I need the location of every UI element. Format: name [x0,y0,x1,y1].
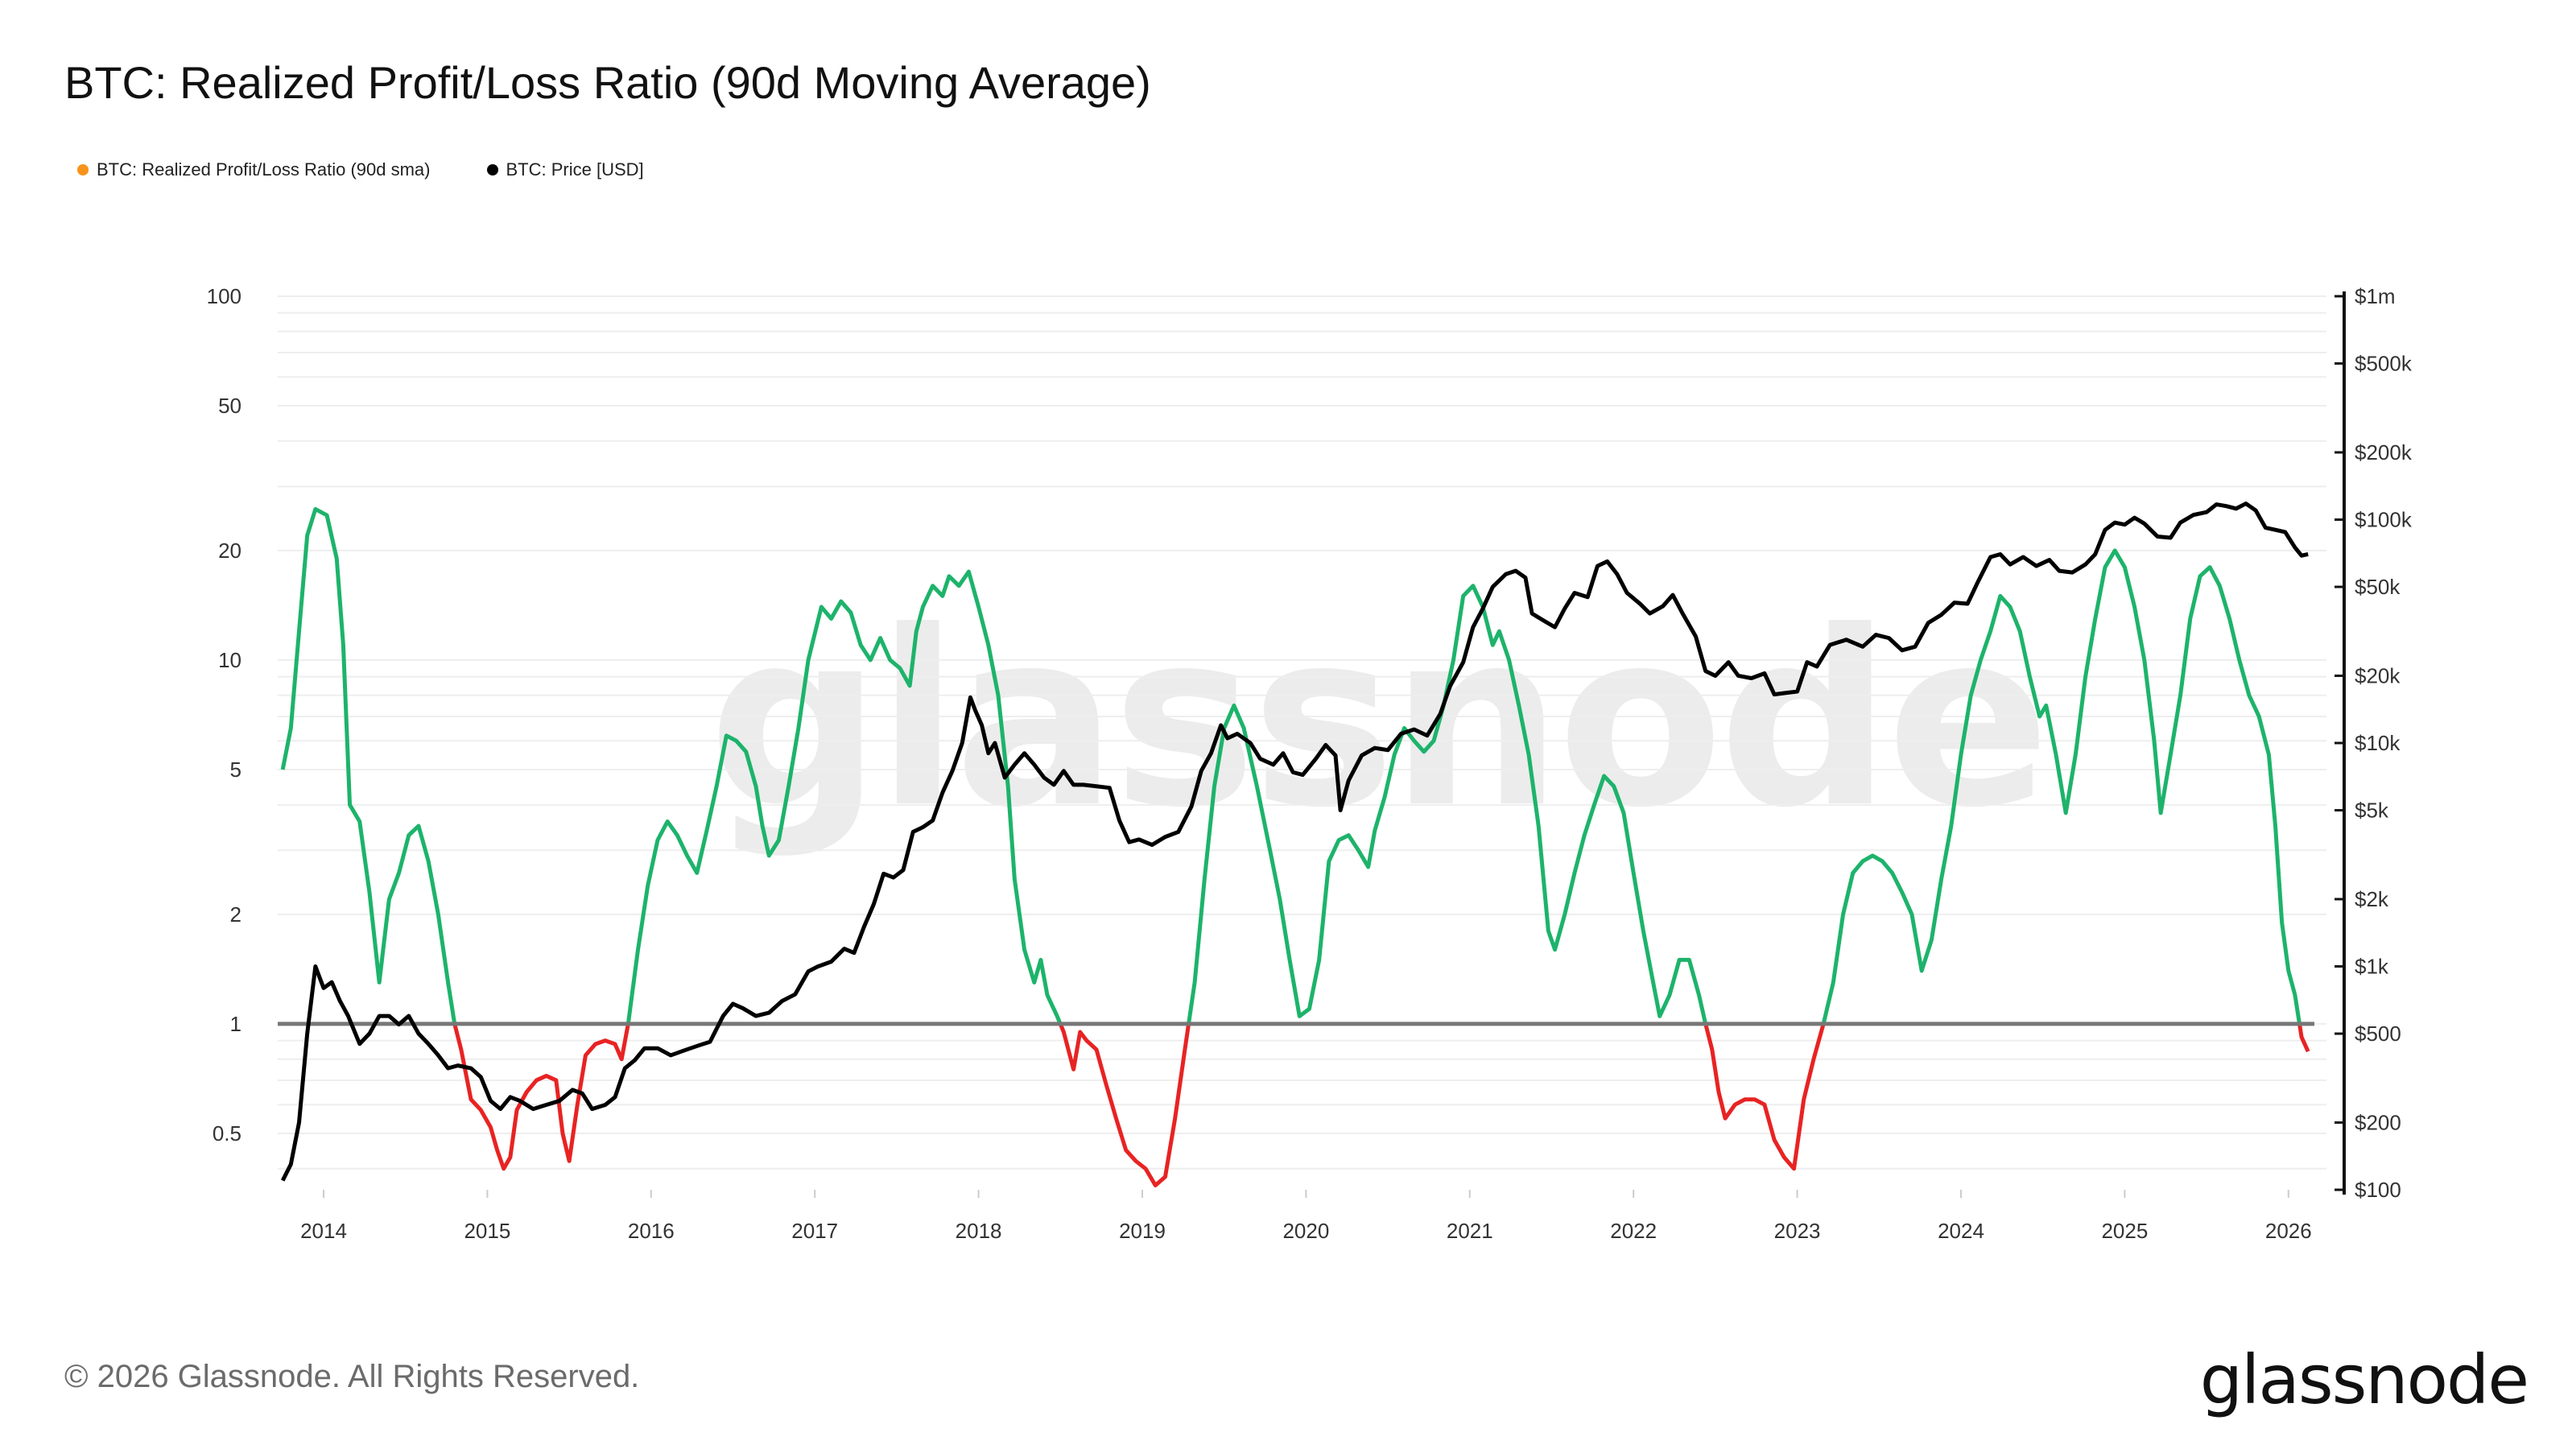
right-tick-label: $500k [2355,352,2413,376]
left-tick-label: 20 [218,539,242,563]
legend-label-price: BTC: Price [USD] [506,159,644,180]
x-tick-label: 2016 [628,1219,675,1243]
x-tick-label: 2025 [2101,1219,2148,1243]
ratio-segment-profit [1821,548,2301,1025]
left-tick-label: 10 [218,648,242,672]
right-tick-label: $200k [2355,440,2413,464]
glassnode-logo[interactable]: glassnode [2199,1340,2529,1419]
right-tick-label: $500 [2355,1022,2401,1046]
price-line-path [280,502,2309,1182]
right-tick-label: $20k [2355,663,2401,687]
left-tick-label: 100 [207,284,242,308]
price-series [280,502,2309,1182]
legend-dot-price [486,164,498,175]
left-axis: 100 50 20 10 5 2 1 0.5 [207,284,242,1146]
right-tick-label: $100k [2355,508,2413,532]
ratio-segment-profit [280,506,457,1025]
x-tick-label: 2023 [1774,1219,1821,1243]
legend: BTC: Realized Profit/Loss Ratio (90d sma… [77,159,644,180]
grid-lines [278,295,2326,1170]
x-axis: 2014 2015 2016 2017 2018 2019 2020 2021 2022 2023… [300,1190,2312,1243]
left-tick-label: 5 [230,758,242,782]
chart-title: BTC: Realized Profit/Loss Ratio (90d Mov… [64,57,1151,108]
legend-dot-ratio [77,164,89,175]
right-tick-label: $1m [2355,284,2396,308]
right-tick-label: $10k [2355,731,2401,755]
ratio-segment-loss [2297,1023,2310,1053]
x-tick-label: 2024 [1938,1219,1984,1243]
x-tick-label: 2026 [2265,1219,2312,1243]
x-tick-label: 2020 [1282,1219,1329,1243]
ratio-segment-loss [1703,1023,1826,1171]
ratio-segment-profit [1187,584,1708,1025]
right-tick-label: $100 [2355,1178,2401,1202]
ratio-segment-profit [625,569,1063,1025]
legend-label-ratio: BTC: Realized Profit/Loss Ratio (90d sma… [97,159,431,180]
right-tick-label: $200 [2355,1110,2401,1134]
legend-item-ratio[interactable]: BTC: Realized Profit/Loss Ratio (90d sma… [77,159,431,180]
right-axis: $1m $500k $200k $100k $50k $20k $10k $5k $2k $1k $… [2334,284,2413,1202]
x-tick-label: 2014 [300,1219,347,1243]
x-tick-label: 2021 [1447,1219,1493,1243]
ratio-series [280,506,2310,1187]
right-tick-label: $5k [2355,799,2389,823]
left-tick-label: 2 [230,902,242,927]
ratio-segment-loss [452,1023,630,1171]
right-tick-label: $50k [2355,575,2401,599]
left-tick-label: 50 [218,394,242,418]
right-tick-label: $1k [2355,955,2389,979]
x-tick-label: 2017 [791,1219,838,1243]
right-tick-label: $2k [2355,887,2389,911]
x-tick-label: 2019 [1119,1219,1166,1243]
x-tick-label: 2018 [956,1219,1002,1243]
x-tick-label: 2015 [464,1219,510,1243]
left-tick-label: 1 [230,1012,242,1036]
x-tick-label: 2022 [1610,1219,1657,1243]
ratio-segment-loss [1058,1022,1191,1187]
left-tick-label: 0.5 [213,1121,242,1146]
legend-item-price[interactable]: BTC: Price [USD] [486,159,644,180]
copyright-text: © 2026 Glassnode. All Rights Reserved. [64,1359,640,1394]
